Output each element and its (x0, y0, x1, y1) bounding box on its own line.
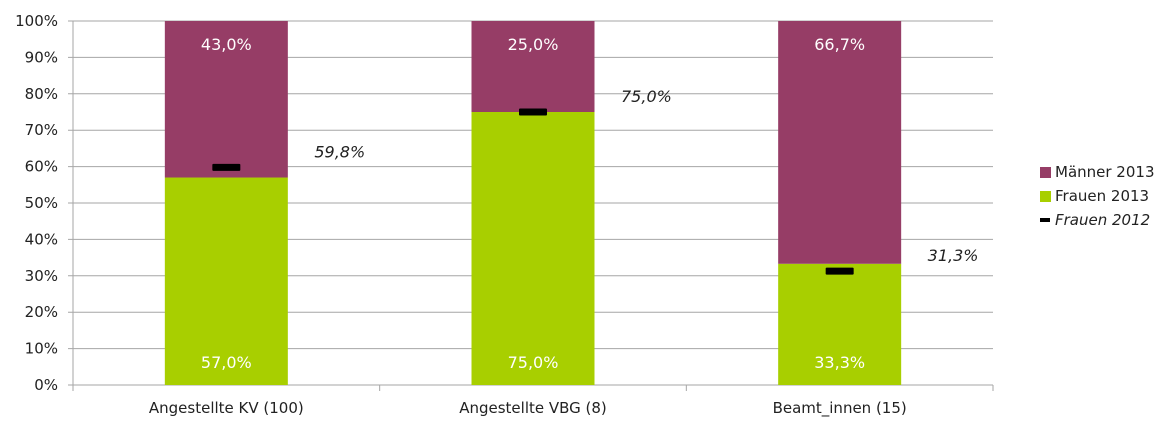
y-tick-label: 60% (25, 158, 58, 176)
y-tick-label: 0% (34, 376, 58, 394)
y-tick-label: 70% (25, 121, 58, 139)
legend: Männer 2013 Frauen 2013 Frauen 2012 (1040, 160, 1155, 232)
data-label-frauen: 75,0% (508, 353, 559, 372)
bar-frauen (778, 263, 902, 385)
legend-swatch-maenner (1040, 166, 1051, 178)
data-label-maenner: 66,7% (814, 35, 865, 54)
legend-label-frauen: Frauen 2013 (1055, 187, 1150, 205)
marker-frauen-2012 (519, 108, 547, 116)
y-tick-label: 90% (25, 48, 58, 66)
y-tick-label: 50% (25, 194, 58, 212)
y-tick-label: 80% (25, 85, 58, 103)
data-label-frauen-2012: 75,0% (621, 87, 672, 106)
legend-item-frauen: Frauen 2013 (1040, 184, 1155, 208)
bar-frauen (164, 177, 288, 385)
marker-frauen-2012 (212, 163, 241, 171)
data-label-frauen: 57,0% (201, 353, 252, 372)
y-tick-label: 30% (25, 267, 58, 285)
data-label-frauen-2012: 31,3% (928, 246, 979, 265)
y-tick-label: 40% (25, 230, 58, 248)
x-category-label: Angestellte KV (100) (149, 399, 304, 417)
bar-maenner (164, 21, 288, 178)
y-tick-label: 100% (15, 12, 58, 30)
legend-swatch-frauen (1040, 190, 1051, 202)
y-tick-label: 10% (25, 340, 58, 358)
legend-item-frauen-2012: Frauen 2012 (1040, 208, 1155, 232)
legend-label-frauen-2012: Frauen 2012 (1055, 211, 1151, 229)
x-category-label: Angestellte VBG (8) (459, 399, 607, 417)
data-label-maenner: 43,0% (201, 35, 252, 54)
bar-maenner (471, 21, 595, 112)
legend-label-maenner: Männer 2013 (1055, 163, 1155, 181)
data-label-frauen: 33,3% (814, 353, 865, 372)
y-tick-label: 20% (25, 303, 58, 321)
x-category-label: Beamt_innen (15) (773, 399, 907, 418)
data-label-frauen-2012: 59,8% (314, 142, 365, 161)
data-label-maenner: 25,0% (508, 35, 559, 54)
bar-maenner (778, 21, 902, 264)
marker-frauen-2012 (825, 267, 854, 275)
legend-marker-frauen-2012 (1040, 218, 1050, 222)
bar-frauen (471, 112, 595, 385)
legend-item-maenner: Männer 2013 (1040, 160, 1155, 184)
